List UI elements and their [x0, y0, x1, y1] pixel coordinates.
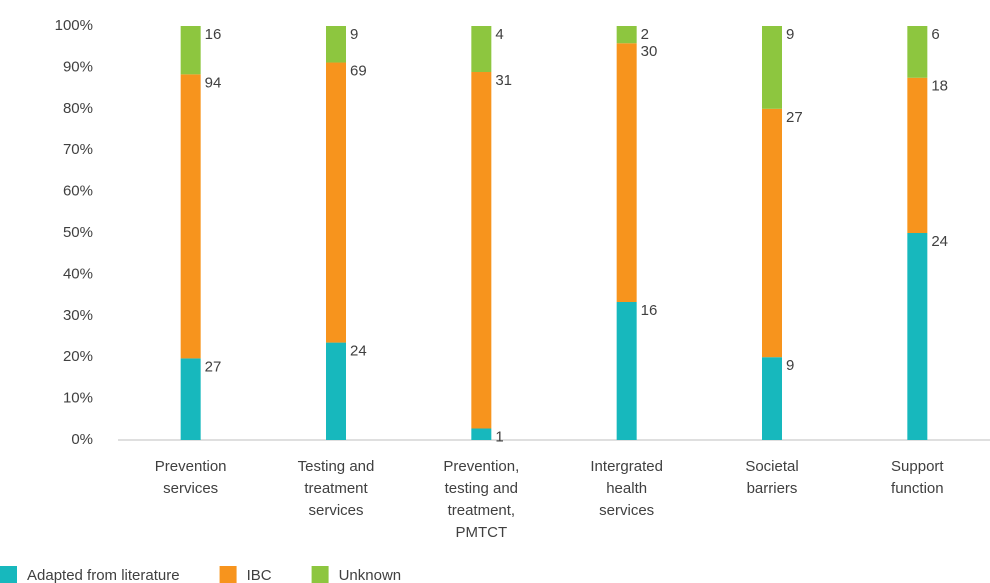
bar-segment [762, 357, 782, 440]
bar-segment [471, 26, 492, 72]
data-label: 27 [786, 109, 803, 126]
data-label: 9 [786, 357, 794, 374]
y-tick-label: 0% [71, 431, 93, 448]
y-tick-label: 90% [63, 58, 93, 75]
y-tick-label: 100% [55, 17, 93, 34]
legend-swatch [219, 566, 237, 583]
x-tick-label: Intergrated health services [590, 458, 663, 519]
x-tick-label: Prevention, testing and treatment, PMTCT [443, 458, 519, 541]
data-label: 27 [205, 358, 222, 375]
bar-segment [326, 342, 346, 440]
bar-segment [180, 74, 201, 359]
bar-segment [907, 77, 928, 233]
data-label: 9 [350, 26, 358, 43]
bar-segment [471, 72, 492, 429]
bar-segment [326, 26, 346, 63]
y-tick-label: 20% [63, 348, 93, 365]
bar-segment [907, 233, 928, 440]
data-label: 30 [641, 43, 658, 60]
x-tick-label: Testing and treatment services [298, 458, 375, 519]
bar-segment [471, 428, 492, 440]
data-label: 9 [786, 26, 794, 43]
bar-segment [907, 26, 928, 78]
data-label: 31 [495, 72, 512, 89]
y-tick-label: 60% [63, 183, 93, 200]
data-label: 2 [641, 26, 649, 43]
x-tick-label: Societal barriers [745, 458, 798, 497]
y-tick-label: 50% [63, 224, 93, 241]
data-label: 16 [205, 26, 222, 43]
data-label: 24 [350, 343, 367, 360]
y-tick-label: 40% [63, 265, 93, 282]
y-tick-label: 80% [63, 100, 93, 117]
y-tick-label: 70% [63, 141, 93, 158]
bar-segment [616, 302, 637, 440]
y-tick-label: 30% [63, 307, 93, 324]
y-tick-label: 10% [63, 390, 93, 407]
legend-label: Adapted from literature [27, 567, 180, 583]
data-label: 1 [495, 428, 503, 445]
data-label: 69 [350, 62, 367, 79]
data-label: 24 [931, 233, 948, 250]
bar-segment [616, 43, 637, 302]
bar-segment [180, 26, 201, 75]
data-label: 16 [641, 302, 658, 319]
data-label: 6 [931, 26, 939, 43]
data-label: 94 [205, 74, 222, 91]
bar-segment [180, 358, 201, 440]
x-tick-label: Prevention services [155, 458, 227, 497]
bar-segment [762, 108, 782, 358]
legend-label: IBC [247, 567, 272, 583]
x-tick-label: Support function [891, 458, 944, 497]
bar-segment [762, 26, 782, 109]
legend-swatch [311, 566, 329, 583]
data-label: 4 [495, 26, 503, 43]
bar-segment [326, 62, 346, 343]
data-label: 18 [931, 78, 948, 95]
legend-label: Unknown [339, 567, 402, 583]
bar-segment [616, 26, 637, 44]
legend-swatch [0, 566, 17, 583]
